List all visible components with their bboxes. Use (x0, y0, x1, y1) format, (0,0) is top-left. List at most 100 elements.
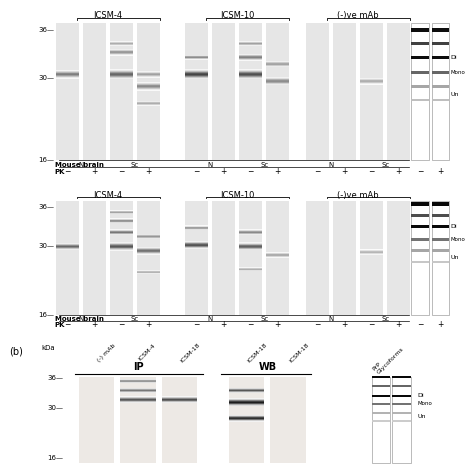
Bar (306, 23, 329, 160)
Text: Sc: Sc (260, 162, 268, 168)
Bar (239, 70, 262, 71)
Bar (266, 81, 289, 82)
Bar (110, 73, 133, 74)
Bar (185, 70, 208, 71)
Bar (110, 248, 133, 249)
Text: Sc: Sc (260, 316, 268, 322)
Bar (185, 72, 208, 73)
Bar (55, 71, 79, 72)
Bar (432, 261, 449, 263)
Bar (137, 88, 160, 89)
Bar (266, 23, 289, 160)
Bar (266, 82, 289, 83)
Bar (372, 420, 391, 422)
Bar (266, 81, 289, 82)
Bar (110, 75, 133, 76)
Text: Mono: Mono (451, 237, 466, 242)
Bar (372, 402, 391, 405)
Bar (83, 201, 106, 315)
Bar (110, 70, 133, 71)
Bar (137, 23, 160, 160)
Bar (411, 55, 429, 59)
Bar (432, 225, 449, 228)
Text: −: − (64, 167, 70, 176)
Bar (110, 76, 133, 77)
Bar (110, 245, 133, 246)
Text: 16—: 16— (47, 455, 63, 461)
Bar (392, 402, 411, 405)
Text: ICSM-18: ICSM-18 (180, 343, 201, 364)
Bar (239, 75, 262, 76)
Bar (55, 73, 79, 74)
Text: (-)ve mAb: (-)ve mAb (337, 191, 379, 200)
Text: −: − (314, 167, 320, 176)
Bar (411, 201, 429, 315)
Bar (360, 23, 383, 160)
Text: Sc: Sc (131, 162, 139, 168)
Bar (372, 385, 391, 387)
Bar (266, 77, 289, 78)
Text: 36—: 36— (38, 204, 55, 210)
Bar (411, 214, 429, 217)
Bar (110, 245, 133, 246)
Bar (185, 69, 208, 70)
Text: Un: Un (418, 414, 426, 419)
Bar (432, 99, 449, 101)
Bar (55, 77, 79, 78)
Text: PK: PK (55, 169, 65, 174)
Bar (185, 74, 208, 75)
Bar (110, 242, 133, 243)
Text: Mono: Mono (418, 401, 432, 406)
Bar (110, 244, 133, 245)
Bar (239, 74, 262, 75)
Text: Mouse brain: Mouse brain (55, 316, 103, 322)
Text: 36—: 36— (38, 27, 55, 33)
Bar (137, 90, 160, 91)
Text: −: − (193, 320, 200, 329)
Text: +: + (437, 167, 444, 176)
Bar (432, 214, 449, 217)
Text: Di: Di (451, 55, 457, 60)
Text: −: − (314, 320, 320, 329)
Text: ICSM-4: ICSM-4 (93, 191, 122, 200)
Bar (266, 80, 289, 81)
Bar (239, 69, 262, 70)
Text: (-) mAb: (-) mAb (96, 343, 117, 363)
Bar (411, 28, 429, 32)
Bar (392, 394, 411, 397)
Bar (266, 79, 289, 80)
Bar (55, 75, 79, 76)
Text: +: + (341, 167, 348, 176)
Text: WB: WB (258, 362, 276, 372)
Bar (110, 244, 133, 245)
Bar (110, 249, 133, 250)
Bar (266, 79, 289, 80)
Text: Mono: Mono (451, 70, 466, 75)
Bar (137, 83, 160, 84)
Bar (185, 78, 208, 79)
Text: +: + (395, 320, 402, 329)
Bar (110, 71, 133, 72)
Text: −: − (118, 320, 125, 329)
Text: (b): (b) (9, 346, 23, 356)
Bar (392, 377, 411, 464)
Bar (266, 78, 289, 79)
Text: PK: PK (55, 322, 65, 328)
Bar (110, 246, 133, 247)
Text: 30—: 30— (38, 75, 55, 81)
Bar (432, 23, 449, 160)
Bar (392, 412, 411, 414)
Text: ICSM-18: ICSM-18 (246, 343, 268, 364)
Text: Sc: Sc (131, 316, 139, 322)
Bar (79, 377, 114, 464)
Text: N: N (78, 316, 83, 322)
Bar (185, 73, 208, 74)
Bar (239, 76, 262, 77)
Bar (372, 412, 391, 414)
Bar (110, 74, 133, 75)
Text: −: − (193, 167, 200, 176)
Text: +: + (437, 320, 444, 329)
Text: +: + (145, 167, 152, 176)
Bar (432, 249, 449, 252)
Text: Di: Di (451, 224, 457, 229)
